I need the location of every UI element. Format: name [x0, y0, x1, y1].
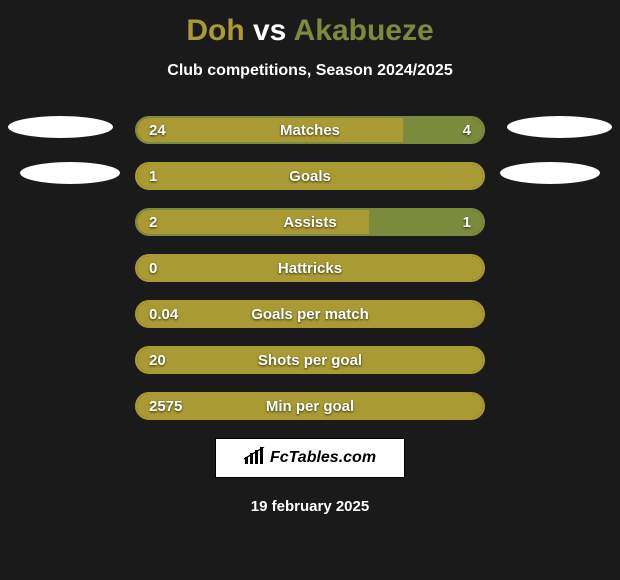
vs-separator: vs: [253, 14, 286, 47]
stat-bar: 244Matches: [135, 116, 485, 144]
stat-label: Min per goal: [137, 394, 483, 418]
stat-bar: 21Assists: [135, 208, 485, 236]
stat-row: 1Goals: [0, 162, 620, 190]
stat-label: Matches: [137, 118, 483, 142]
stat-bar: 0.04Goals per match: [135, 300, 485, 328]
stat-row: 0.04Goals per match: [0, 300, 620, 328]
stat-label: Goals: [137, 164, 483, 188]
stat-label: Hattricks: [137, 256, 483, 280]
chart-bars-icon: [244, 447, 266, 470]
date-label: 19 february 2025: [0, 498, 620, 515]
stat-bar: 0Hattricks: [135, 254, 485, 282]
stat-label: Assists: [137, 210, 483, 234]
stat-row: 20Shots per goal: [0, 346, 620, 374]
stat-row: 21Assists: [0, 208, 620, 236]
stat-bar: 1Goals: [135, 162, 485, 190]
logo-text: FcTables.com: [270, 449, 376, 467]
stats-area: 244Matches 1Goals 21Assists 0Hattricks 0.04G…: [0, 116, 620, 420]
player1-name: Doh: [186, 14, 244, 47]
subtitle: Club competitions, Season 2024/2025: [0, 62, 620, 80]
stat-label: Goals per match: [137, 302, 483, 326]
page-title: Doh vs Akabueze: [0, 14, 620, 48]
logo-box: FcTables.com: [215, 438, 405, 478]
stat-bar: 20Shots per goal: [135, 346, 485, 374]
stat-row: 2575Min per goal: [0, 392, 620, 420]
stat-row: 244Matches: [0, 116, 620, 144]
stat-label: Shots per goal: [137, 348, 483, 372]
stat-bar: 2575Min per goal: [135, 392, 485, 420]
comparison-card: Doh vs Akabueze Club competitions, Seaso…: [0, 0, 620, 580]
stat-row: 0Hattricks: [0, 254, 620, 282]
player2-name: Akabueze: [294, 14, 434, 47]
